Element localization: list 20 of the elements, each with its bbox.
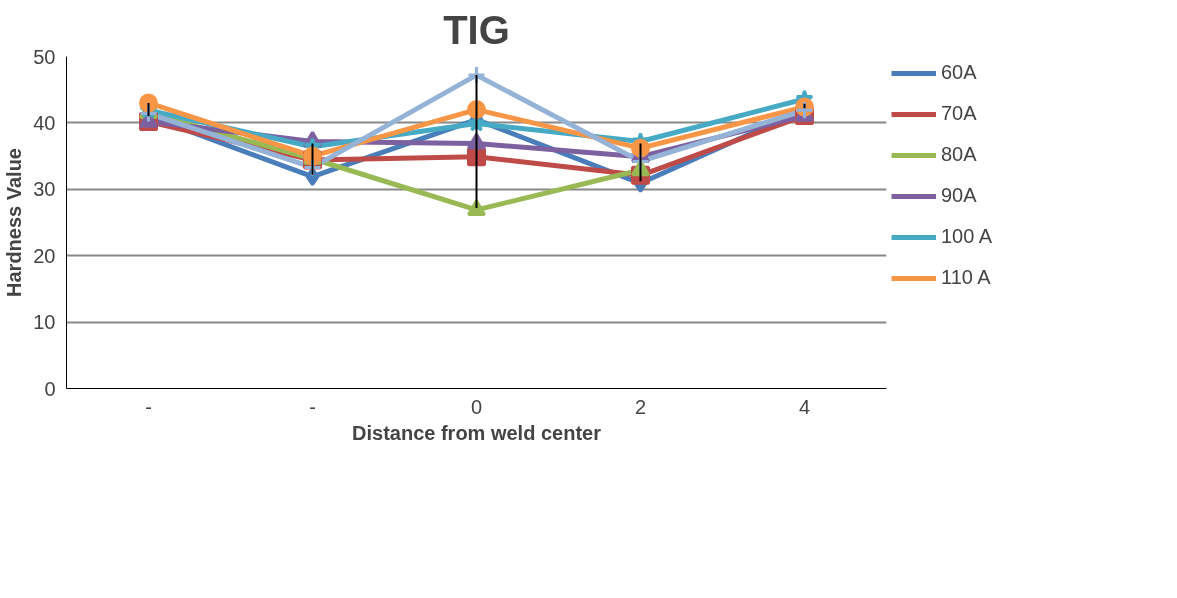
x-tick-label: 2 (634, 395, 647, 418)
x-tick-label: - (145, 395, 152, 418)
legend-label: 80A (941, 143, 978, 166)
x-tick-label: 0 (470, 395, 483, 418)
y-tick-label: 30 (33, 178, 56, 201)
y-tick-label: 50 (33, 45, 56, 68)
y-tick-label: 10 (33, 311, 56, 334)
x-axis-title: Distance from weld center (352, 421, 602, 444)
y-axis-title: Hardness Value (3, 148, 26, 297)
legend-label: 60A (941, 61, 978, 84)
x-tick-label: - (309, 395, 316, 418)
x-tick-label: 4 (798, 395, 811, 418)
y-tick-label: 20 (33, 244, 56, 267)
y-tick-label: 0 (44, 377, 56, 400)
legend-label: 100 A (941, 225, 994, 248)
y-tick-label: 40 (33, 111, 56, 134)
legend-label: 70A (941, 102, 978, 125)
legend-label: 110 A (941, 266, 992, 289)
chart-title: TIG (443, 7, 510, 52)
legend-label: 90A (941, 184, 978, 207)
